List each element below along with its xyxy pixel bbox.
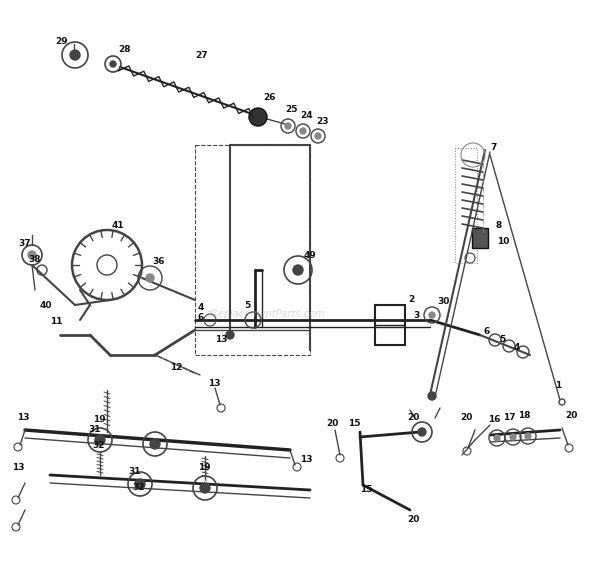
Text: 20: 20 (407, 516, 419, 524)
Text: 10: 10 (497, 237, 509, 247)
Text: 19: 19 (198, 463, 211, 473)
Text: 28: 28 (118, 45, 130, 55)
Text: 11: 11 (50, 318, 63, 327)
Bar (472, 228, 488, 248)
Circle shape (28, 251, 36, 259)
Text: 36: 36 (152, 257, 165, 267)
Circle shape (70, 50, 80, 60)
Text: 25: 25 (285, 105, 297, 115)
Text: 13: 13 (300, 456, 313, 464)
Text: 26: 26 (263, 94, 276, 102)
Bar (195, 145, 310, 355)
Text: 24: 24 (300, 111, 313, 119)
Circle shape (494, 435, 500, 441)
Text: 16: 16 (488, 416, 500, 424)
Text: 31: 31 (88, 425, 100, 435)
Text: 5: 5 (244, 300, 250, 310)
Text: 20: 20 (460, 413, 473, 423)
Text: 27: 27 (195, 51, 208, 59)
Text: 5: 5 (499, 335, 505, 345)
Text: 20: 20 (407, 413, 419, 423)
Text: 20: 20 (326, 418, 339, 428)
Circle shape (110, 61, 116, 67)
Text: 40: 40 (40, 300, 53, 310)
Text: 15: 15 (360, 485, 372, 495)
Circle shape (226, 331, 234, 339)
Circle shape (249, 108, 267, 126)
Circle shape (95, 435, 105, 445)
Text: 4: 4 (198, 303, 204, 311)
Text: 32: 32 (92, 441, 104, 449)
Text: 20: 20 (565, 410, 578, 420)
Circle shape (285, 123, 291, 129)
Circle shape (510, 434, 516, 440)
Text: 17: 17 (503, 413, 516, 423)
Circle shape (428, 392, 436, 400)
Circle shape (315, 133, 321, 139)
Text: 3: 3 (413, 311, 419, 321)
Text: 32: 32 (132, 482, 145, 492)
Circle shape (300, 128, 306, 134)
Text: 12: 12 (170, 364, 182, 372)
Text: 31: 31 (128, 467, 140, 477)
Text: 6: 6 (198, 313, 204, 321)
Circle shape (293, 265, 303, 275)
Text: eReplacementParts.com: eReplacementParts.com (206, 309, 325, 320)
Text: 8: 8 (495, 221, 502, 229)
Bar (455, 148, 477, 263)
Bar (375, 305, 405, 345)
Circle shape (429, 312, 435, 318)
Circle shape (135, 479, 145, 489)
Text: 13: 13 (12, 463, 25, 473)
Text: 37: 37 (18, 239, 31, 247)
Text: 4: 4 (514, 343, 520, 353)
Text: 29: 29 (55, 37, 68, 47)
Text: 1: 1 (555, 381, 561, 389)
Circle shape (146, 274, 154, 282)
Circle shape (150, 439, 160, 449)
Text: 19: 19 (93, 416, 106, 424)
Text: 6: 6 (484, 328, 490, 336)
Text: 2: 2 (408, 296, 414, 304)
Text: 38: 38 (28, 255, 41, 264)
Text: 15: 15 (348, 418, 360, 428)
Text: 18: 18 (518, 411, 530, 421)
Text: 13: 13 (208, 379, 221, 389)
Text: 23: 23 (316, 118, 329, 126)
Text: 30: 30 (437, 297, 450, 307)
Text: 49: 49 (304, 251, 317, 261)
Circle shape (200, 483, 210, 493)
Text: 41: 41 (112, 221, 124, 229)
Text: 7: 7 (490, 144, 496, 152)
Text: 13: 13 (215, 335, 228, 345)
Text: 13: 13 (17, 413, 30, 423)
Circle shape (418, 428, 426, 436)
Circle shape (525, 433, 531, 439)
